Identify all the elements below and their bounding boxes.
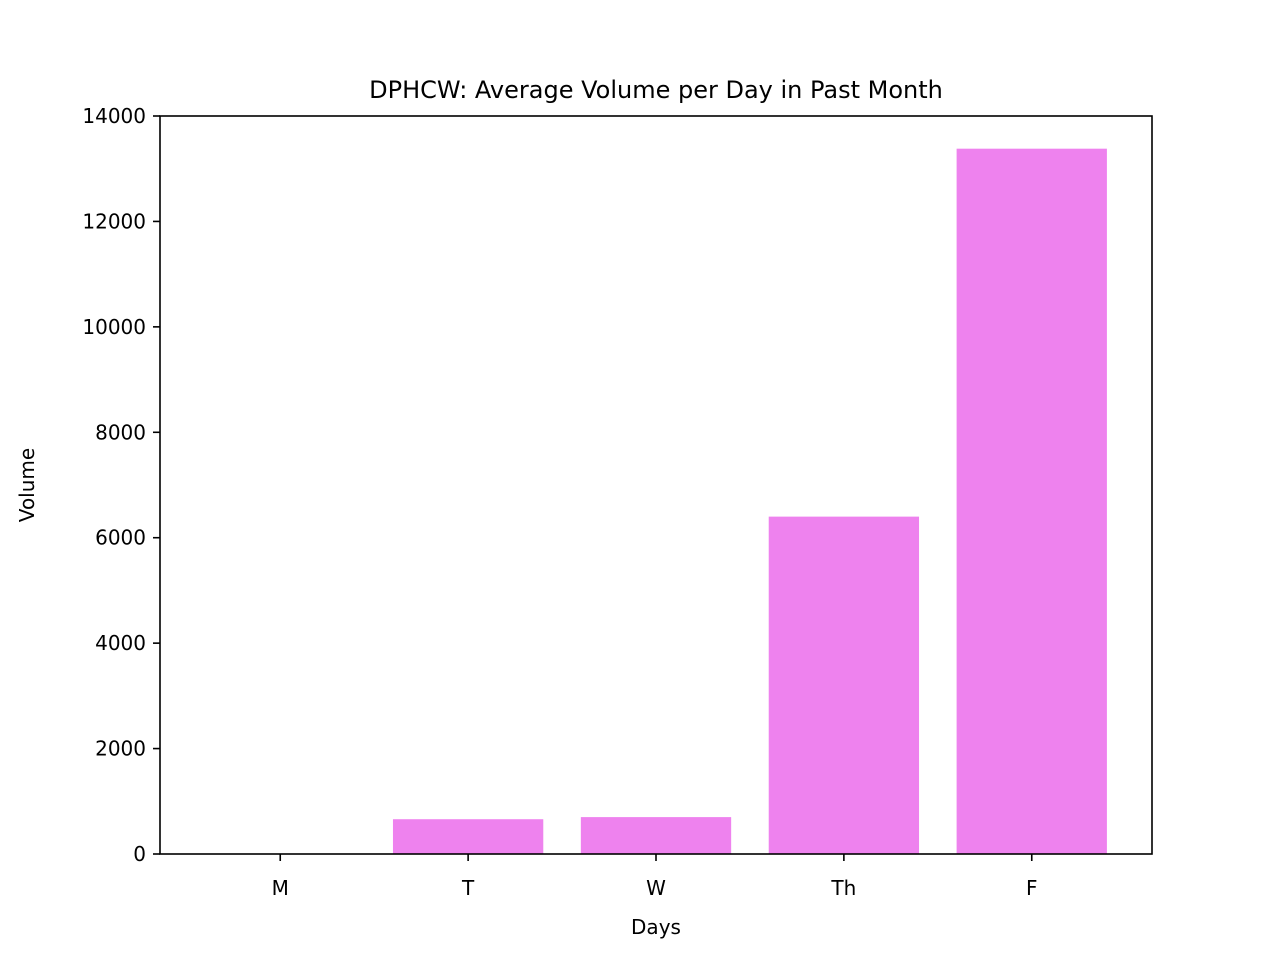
bar-t [392, 819, 544, 854]
bar-w [580, 817, 732, 854]
y-axis-label: Volume [15, 448, 39, 522]
y-axis-ticks: 0 2000 4000 6000 8000 10000 12000 14000 [82, 104, 160, 866]
y-tick-label: 8000 [95, 420, 146, 444]
bar-th [768, 516, 920, 854]
x-tick-label: Th [830, 876, 856, 900]
x-tick-label: F [1026, 876, 1038, 900]
x-tick-label: T [461, 876, 475, 900]
x-axis-label: Days [631, 915, 681, 939]
y-tick-label: 2000 [95, 737, 146, 761]
chart-title: DPHCW: Average Volume per Day in Past Mo… [369, 76, 943, 104]
bars-group [392, 148, 1107, 854]
bar-f [956, 148, 1107, 854]
y-tick-label: 6000 [95, 526, 146, 550]
y-tick-label: 4000 [95, 631, 146, 655]
plot-area-frame [159, 115, 1153, 855]
x-axis-ticks: M T W Th F [272, 854, 1038, 900]
x-tick-label: W [646, 876, 666, 900]
y-tick-label: 0 [133, 842, 146, 866]
x-tick-label: M [272, 876, 289, 900]
y-tick-label: 12000 [82, 209, 146, 233]
y-tick-label: 10000 [82, 315, 146, 339]
y-tick-label: 14000 [82, 104, 146, 128]
